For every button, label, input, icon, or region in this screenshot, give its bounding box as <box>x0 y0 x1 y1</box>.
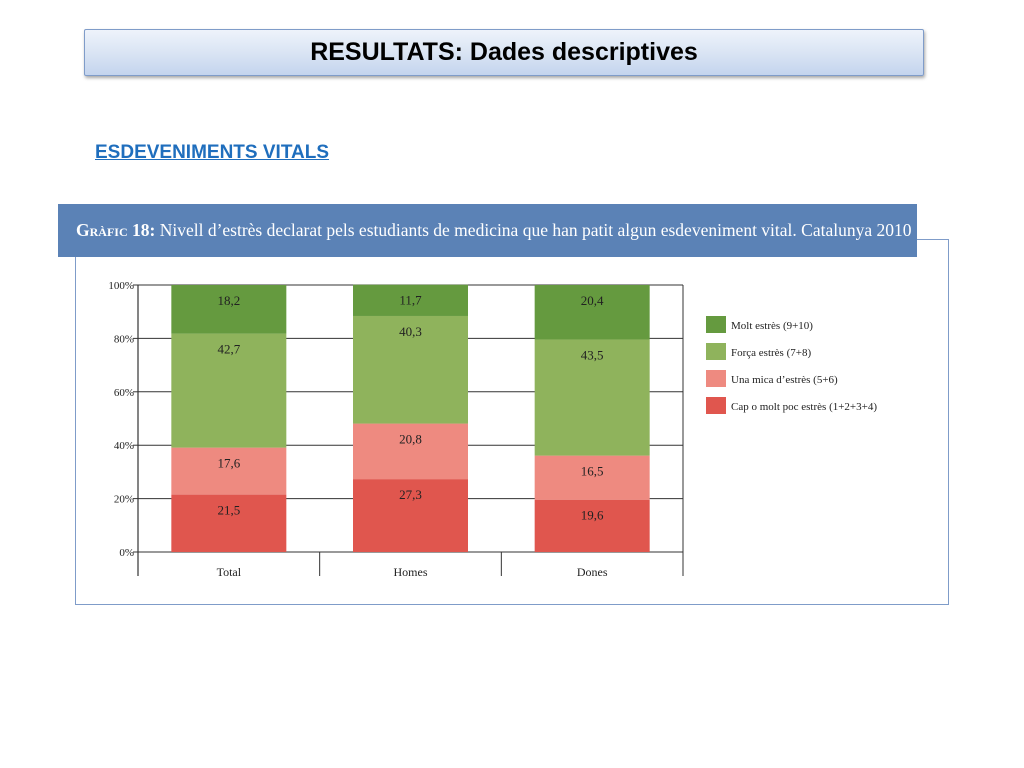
x-category-label: Total <box>217 565 242 579</box>
legend-label: Cap o molt poc estrès (1+2+3+4) <box>731 401 877 413</box>
bar-segment <box>353 423 468 480</box>
chart-header: Gràfic 18: Nivell d’estrès declarat pels… <box>58 204 917 257</box>
chart-caption: Gràfic 18: Nivell d’estrès declarat pels… <box>76 220 912 241</box>
y-tick-label: 100% <box>108 280 134 292</box>
chart-caption-text: Nivell d’estrès declarat pels estudiants… <box>159 220 912 240</box>
data-label: 18,2 <box>217 293 240 308</box>
legend-label: Una mica d’estrès (5+6) <box>731 374 838 386</box>
bar-segment <box>534 339 650 456</box>
data-label: 20,4 <box>581 293 604 308</box>
data-label: 40,3 <box>399 324 422 339</box>
bar-segment <box>353 479 468 552</box>
y-tick-label: 40% <box>114 440 134 452</box>
x-category-label: Homes <box>394 565 428 579</box>
bar-segment <box>171 494 287 552</box>
y-tick-label: 0% <box>119 547 134 559</box>
bar-segment <box>353 315 468 424</box>
bar-segment <box>171 285 287 334</box>
bar-segment <box>171 333 287 448</box>
bar-segment <box>534 455 650 500</box>
y-tick-label: 60% <box>114 387 134 399</box>
bar-segment <box>534 499 650 552</box>
x-category-label: Dones <box>577 565 608 579</box>
legend-swatch <box>706 316 726 333</box>
data-label: 43,5 <box>581 347 604 362</box>
legend-swatch <box>706 370 726 387</box>
data-label: 42,7 <box>217 342 240 357</box>
data-label: 19,6 <box>581 508 604 523</box>
legend-label: Força estrès (7+8) <box>731 347 811 359</box>
slide-title-box: RESULTATS: Dades descriptives <box>84 29 924 76</box>
chart-caption-label: Gràfic 18: <box>76 220 156 240</box>
bar-segment <box>534 285 650 340</box>
data-label: 21,5 <box>217 503 240 518</box>
data-label: 11,7 <box>399 293 422 308</box>
bar-segment <box>171 447 287 495</box>
data-label: 17,6 <box>217 456 240 471</box>
data-label: 27,3 <box>399 487 422 502</box>
data-label: 16,5 <box>581 464 604 479</box>
section-heading: ESDEVENIMENTS VITALS <box>95 142 330 163</box>
y-tick-label: 80% <box>114 333 134 345</box>
legend-swatch <box>706 397 726 414</box>
bar-segment <box>353 284 468 316</box>
legend-label: Molt estrès (9+10) <box>731 320 813 332</box>
y-tick-label: 20% <box>114 494 134 506</box>
legend-swatch <box>706 343 726 360</box>
slide-title: RESULTATS: Dades descriptives <box>310 38 698 66</box>
data-label: 20,8 <box>399 432 422 447</box>
